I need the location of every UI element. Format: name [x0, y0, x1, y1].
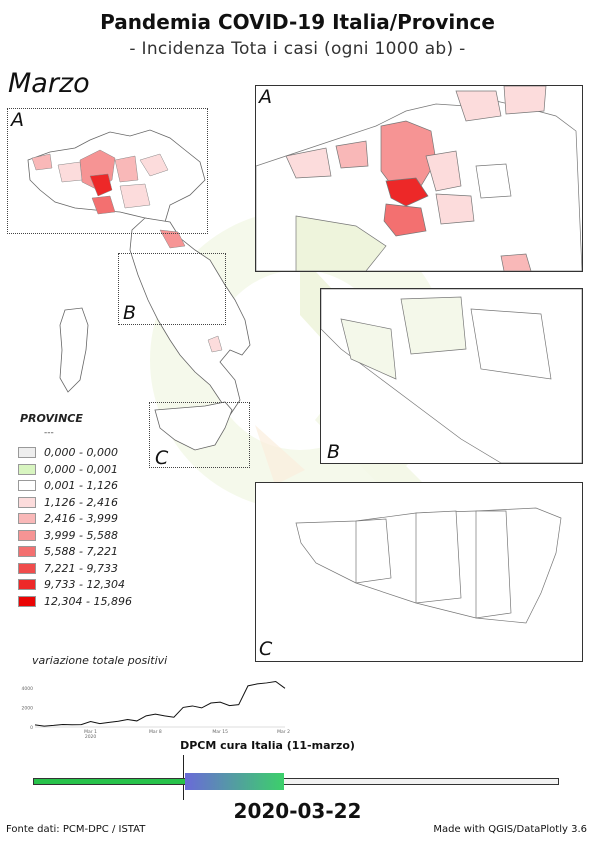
inset-c-outline [149, 402, 250, 468]
legend-item: 2,416 - 3,999 [18, 512, 118, 525]
legend-item: 3,999 - 5,588 [18, 529, 118, 542]
legend-swatch [18, 447, 36, 458]
legend-item: 9,733 - 12,304 [18, 578, 125, 591]
inset-b-outline [118, 253, 226, 325]
inset-b-frame: B [320, 288, 583, 464]
inset-a-frame: A [255, 85, 583, 272]
chart-x-tick: Mar 1 [84, 729, 97, 735]
timeline-bar [33, 773, 559, 790]
legend-label: 3,999 - 5,588 [44, 528, 118, 542]
legend-label: 0,001 - 1,126 [44, 479, 118, 492]
legend-label: 5,588 - 7,221 [44, 545, 118, 558]
data-source: Fonte dati: PCM-DPC / ISTAT [6, 824, 146, 835]
legend-swatch [18, 480, 36, 491]
map-title: Pandemia COVID-19 Italia/Province [100, 10, 495, 34]
inset-a-label: A [259, 86, 272, 108]
legend-item: 0,000 - 0,001 [18, 463, 118, 476]
legend-item: 12,304 - 15,896 [18, 595, 132, 608]
legend-item: 1,126 - 2,416 [18, 496, 118, 509]
timeline-past [34, 779, 185, 784]
inset-c-frame: C [255, 482, 583, 662]
legend-item: 0,001 - 1,126 [18, 479, 118, 492]
map-subtitle: - Incidenza Tota i casi (ogni 1000 ab) - [129, 39, 466, 59]
inset-b-map [321, 289, 582, 463]
chart-title: variazione totale positivi [32, 654, 168, 667]
legend-label: 9,733 - 12,304 [44, 578, 125, 591]
dpcm-label: DPCM cura Italia (11-marzo) [180, 739, 355, 752]
month-label: Marzo [8, 68, 90, 99]
legend-swatch [18, 513, 36, 524]
chart-x-tick: Mar 22 [277, 729, 290, 735]
legend-label: 12,304 - 15,896 [44, 594, 132, 608]
chart-x-tick: Mar 15 [212, 729, 228, 735]
chart-x-tick: 2020 [85, 734, 97, 740]
timeline-progress [184, 773, 284, 790]
legend-swatch [18, 463, 36, 475]
legend-label: 2,416 - 3,999 [44, 512, 118, 525]
legend-dash: --- [44, 428, 54, 438]
legend-label: 0,000 - 0,000 [44, 446, 118, 459]
inset-a-map [256, 86, 582, 271]
inset-a-outline [7, 108, 208, 234]
legend-label: 1,126 - 2,416 [44, 495, 118, 509]
legend-item: 5,588 - 7,221 [18, 545, 118, 558]
chart-y-tick: 2000 [22, 705, 34, 711]
inset-a-marker: A [11, 109, 24, 131]
inset-c-label: C [259, 638, 273, 660]
chart-x-tick: Mar 8 [149, 729, 162, 735]
legend-item: 7,221 - 9,733 [18, 562, 118, 575]
legend-swatch [18, 546, 36, 557]
legend-label: 7,221 - 9,733 [44, 561, 118, 575]
legend-swatch [18, 529, 36, 541]
legend-title: PROVINCE [20, 412, 83, 425]
made-with: Made with QGIS/DataPlotly 3.6 [433, 824, 587, 835]
dpcm-marker [183, 755, 184, 800]
inset-b-marker: B [123, 302, 137, 324]
legend-label: 0,000 - 0,001 [44, 462, 118, 476]
legend-swatch [18, 562, 36, 574]
legend-item: 0,000 - 0,000 [18, 446, 118, 459]
chart-y-tick: 0 [30, 725, 33, 731]
inset-c-map [295, 507, 562, 624]
legend-swatch [18, 595, 36, 607]
inset-c-marker: C [155, 447, 169, 469]
chart-y-tick: 4000 [22, 686, 34, 692]
inset-b-label: B [327, 441, 341, 463]
current-date: 2020-03-22 [233, 799, 362, 823]
legend-swatch [18, 496, 36, 508]
legend-swatch [18, 579, 36, 590]
italy-map [27, 129, 251, 451]
chart-series-line [34, 680, 286, 727]
